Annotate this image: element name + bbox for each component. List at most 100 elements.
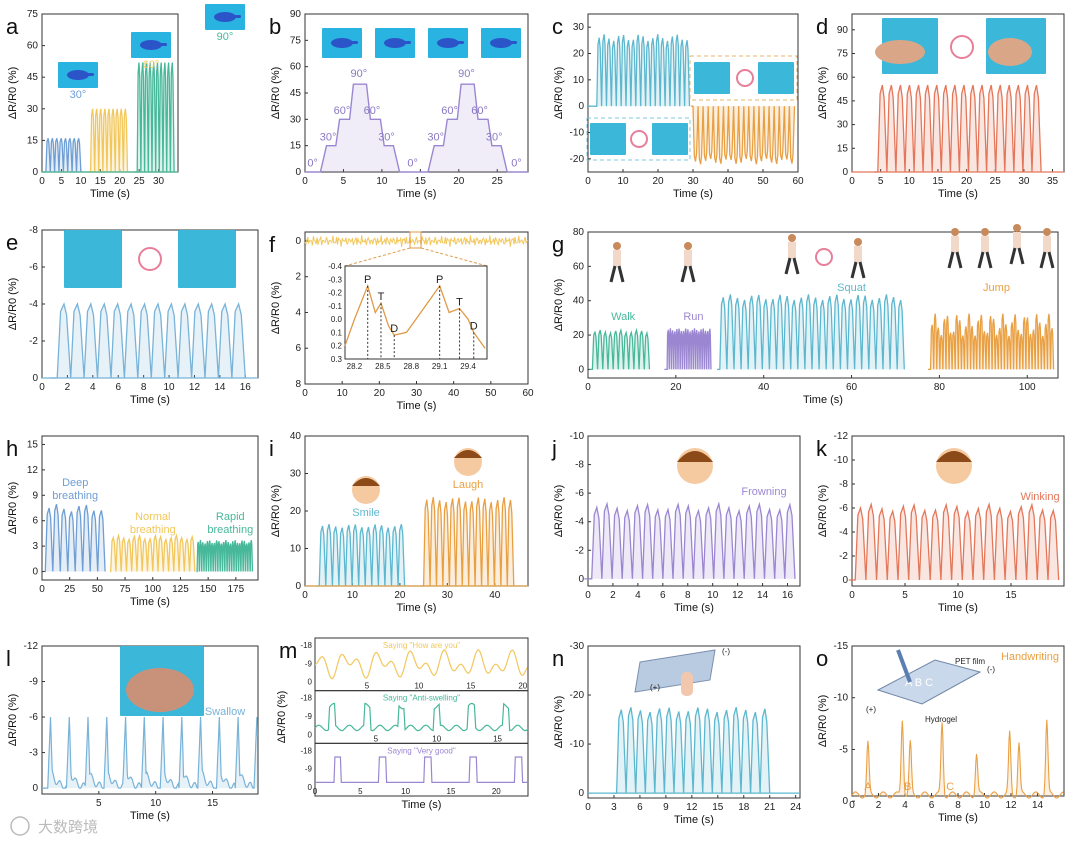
x-tick-label: 20 — [652, 176, 664, 187]
x-tick-label: 12 — [686, 802, 698, 813]
wrist-photo-4 — [652, 123, 688, 155]
x-tick-label: 25 — [492, 176, 504, 187]
inset-y-tick: -0.1 — [328, 302, 342, 311]
hair-icon — [352, 478, 380, 486]
x-tick-label: 150 — [200, 584, 217, 595]
wrist-photo-1 — [694, 62, 730, 94]
inset-x-tick: 28.2 — [347, 362, 363, 371]
x-tick-label: 4 — [90, 382, 96, 393]
y-tick-label: -8 — [575, 460, 584, 471]
y-tick-label: 10 — [290, 544, 302, 555]
watermark-icon — [10, 816, 30, 836]
x-tick-label: 100 — [1019, 382, 1036, 393]
person-body — [788, 242, 796, 258]
y-tick-label: -9 — [29, 677, 38, 688]
watermark: 大数跨境 — [10, 816, 98, 836]
panel-label-f: f — [269, 232, 276, 257]
x-tick-label: 6 — [115, 382, 121, 393]
l-area — [42, 717, 258, 789]
x-tick-label: 15 — [415, 176, 427, 187]
zoom-line — [344, 247, 411, 267]
peak-label: T — [378, 291, 385, 303]
angle-label: 90° — [458, 68, 475, 80]
x-tick-label: 40 — [448, 388, 460, 399]
y-tick-label: 90 — [290, 9, 302, 20]
y-tick-label: 8 — [295, 379, 301, 390]
person-body — [1043, 236, 1051, 252]
y-tick-label: 75 — [290, 35, 302, 46]
person-head — [951, 228, 959, 236]
x-tick-label: 2 — [610, 590, 616, 601]
x-axis-label: Time (s) — [402, 799, 442, 811]
x-tick-label: 14 — [757, 590, 769, 601]
inset-y-tick: -0.2 — [328, 289, 342, 298]
person-leg — [680, 265, 688, 283]
cycle-arrow-icon — [630, 130, 648, 148]
activity-label: Jump — [983, 282, 1010, 294]
x-axis-label: Time (s) — [938, 602, 978, 614]
d-series-line — [874, 84, 1042, 173]
panel-label-o: o — [816, 646, 828, 671]
y-tick-label: 0 — [32, 167, 38, 178]
x-axis-label: Time (s) — [674, 602, 714, 614]
y-tick-label: -10 — [834, 455, 849, 466]
x-tick-label: 10 — [376, 176, 388, 187]
panel-label-i: i — [269, 436, 274, 461]
x-tick-label: 5 — [341, 176, 347, 187]
inset-y-tick: 0.3 — [331, 355, 343, 364]
hand-icon — [214, 12, 236, 22]
g-series-1-line — [664, 328, 712, 371]
x-axis-label: Time (s) — [674, 814, 714, 826]
plot-frame — [587, 435, 801, 587]
x-tick-label: 10 — [150, 798, 162, 809]
electrode-label: (-) — [722, 647, 730, 656]
y-tick-label: -6 — [29, 262, 38, 273]
b-area — [305, 84, 528, 172]
y-tick-label: -4 — [29, 299, 38, 310]
person-head — [1013, 224, 1021, 232]
x-tick-label: 40 — [489, 590, 501, 601]
c-down-line — [690, 105, 796, 165]
x-tick-label: 0 — [302, 388, 308, 399]
breath-label: breathing — [52, 490, 98, 502]
person-leg — [850, 261, 858, 279]
hand-icon — [140, 40, 162, 50]
x-tick-label: 30 — [687, 176, 699, 187]
y-axis-label: ΔR/R0 (%) — [7, 694, 19, 747]
y-tick-label: -10 — [570, 128, 585, 139]
m-y-tick: -9 — [305, 659, 313, 668]
y-tick-label: 20 — [573, 330, 585, 341]
x-tick-label: 5 — [902, 590, 908, 601]
j-series-area — [584, 503, 795, 579]
x-tick-label: 100 — [144, 584, 161, 595]
person-head — [788, 234, 796, 242]
o-area — [852, 719, 1064, 799]
y-tick-label: -15 — [834, 641, 849, 652]
angle-label: 30° — [320, 131, 337, 143]
y-tick-label: 15 — [27, 439, 39, 450]
y-axis-label: ΔR/R0 (%) — [270, 282, 282, 335]
h-series-0-area — [44, 504, 106, 572]
y-tick-label: 45 — [27, 72, 39, 83]
hair-icon — [677, 451, 713, 462]
x-tick-label: 0 — [849, 176, 855, 187]
panel-label-l: l — [6, 646, 11, 671]
electrode-label: (+) — [866, 705, 876, 714]
x-tick-label: 16 — [782, 590, 794, 601]
angle-label: 60° — [471, 105, 488, 117]
n-series-line — [611, 707, 771, 794]
x-tick-label: 60 — [792, 176, 804, 187]
y-tick-label: -30 — [570, 641, 585, 652]
y-tick-label: 0 — [578, 574, 584, 585]
finger-icon — [681, 672, 693, 696]
m-x-tick: 5 — [365, 682, 370, 691]
y-tick-label: -8 — [29, 225, 38, 236]
inset-pulse-line — [344, 283, 486, 349]
expression-label: Winking — [1020, 491, 1059, 503]
person-leg — [792, 257, 800, 275]
g-series-2-line — [717, 294, 905, 371]
y-tick-label: 15 — [27, 135, 39, 146]
x-tick-label: 20 — [374, 388, 386, 399]
panel-a: a 0 5 10 15 20 25 30 0 15 30 45 60 75 Time (s) ΔR/R0 (%… — [6, 4, 245, 200]
panel-l: l 5 10 15 0 -3 -6 -9 -12 Time (s) ΔR/R0 (%) Swallow — [6, 641, 259, 822]
